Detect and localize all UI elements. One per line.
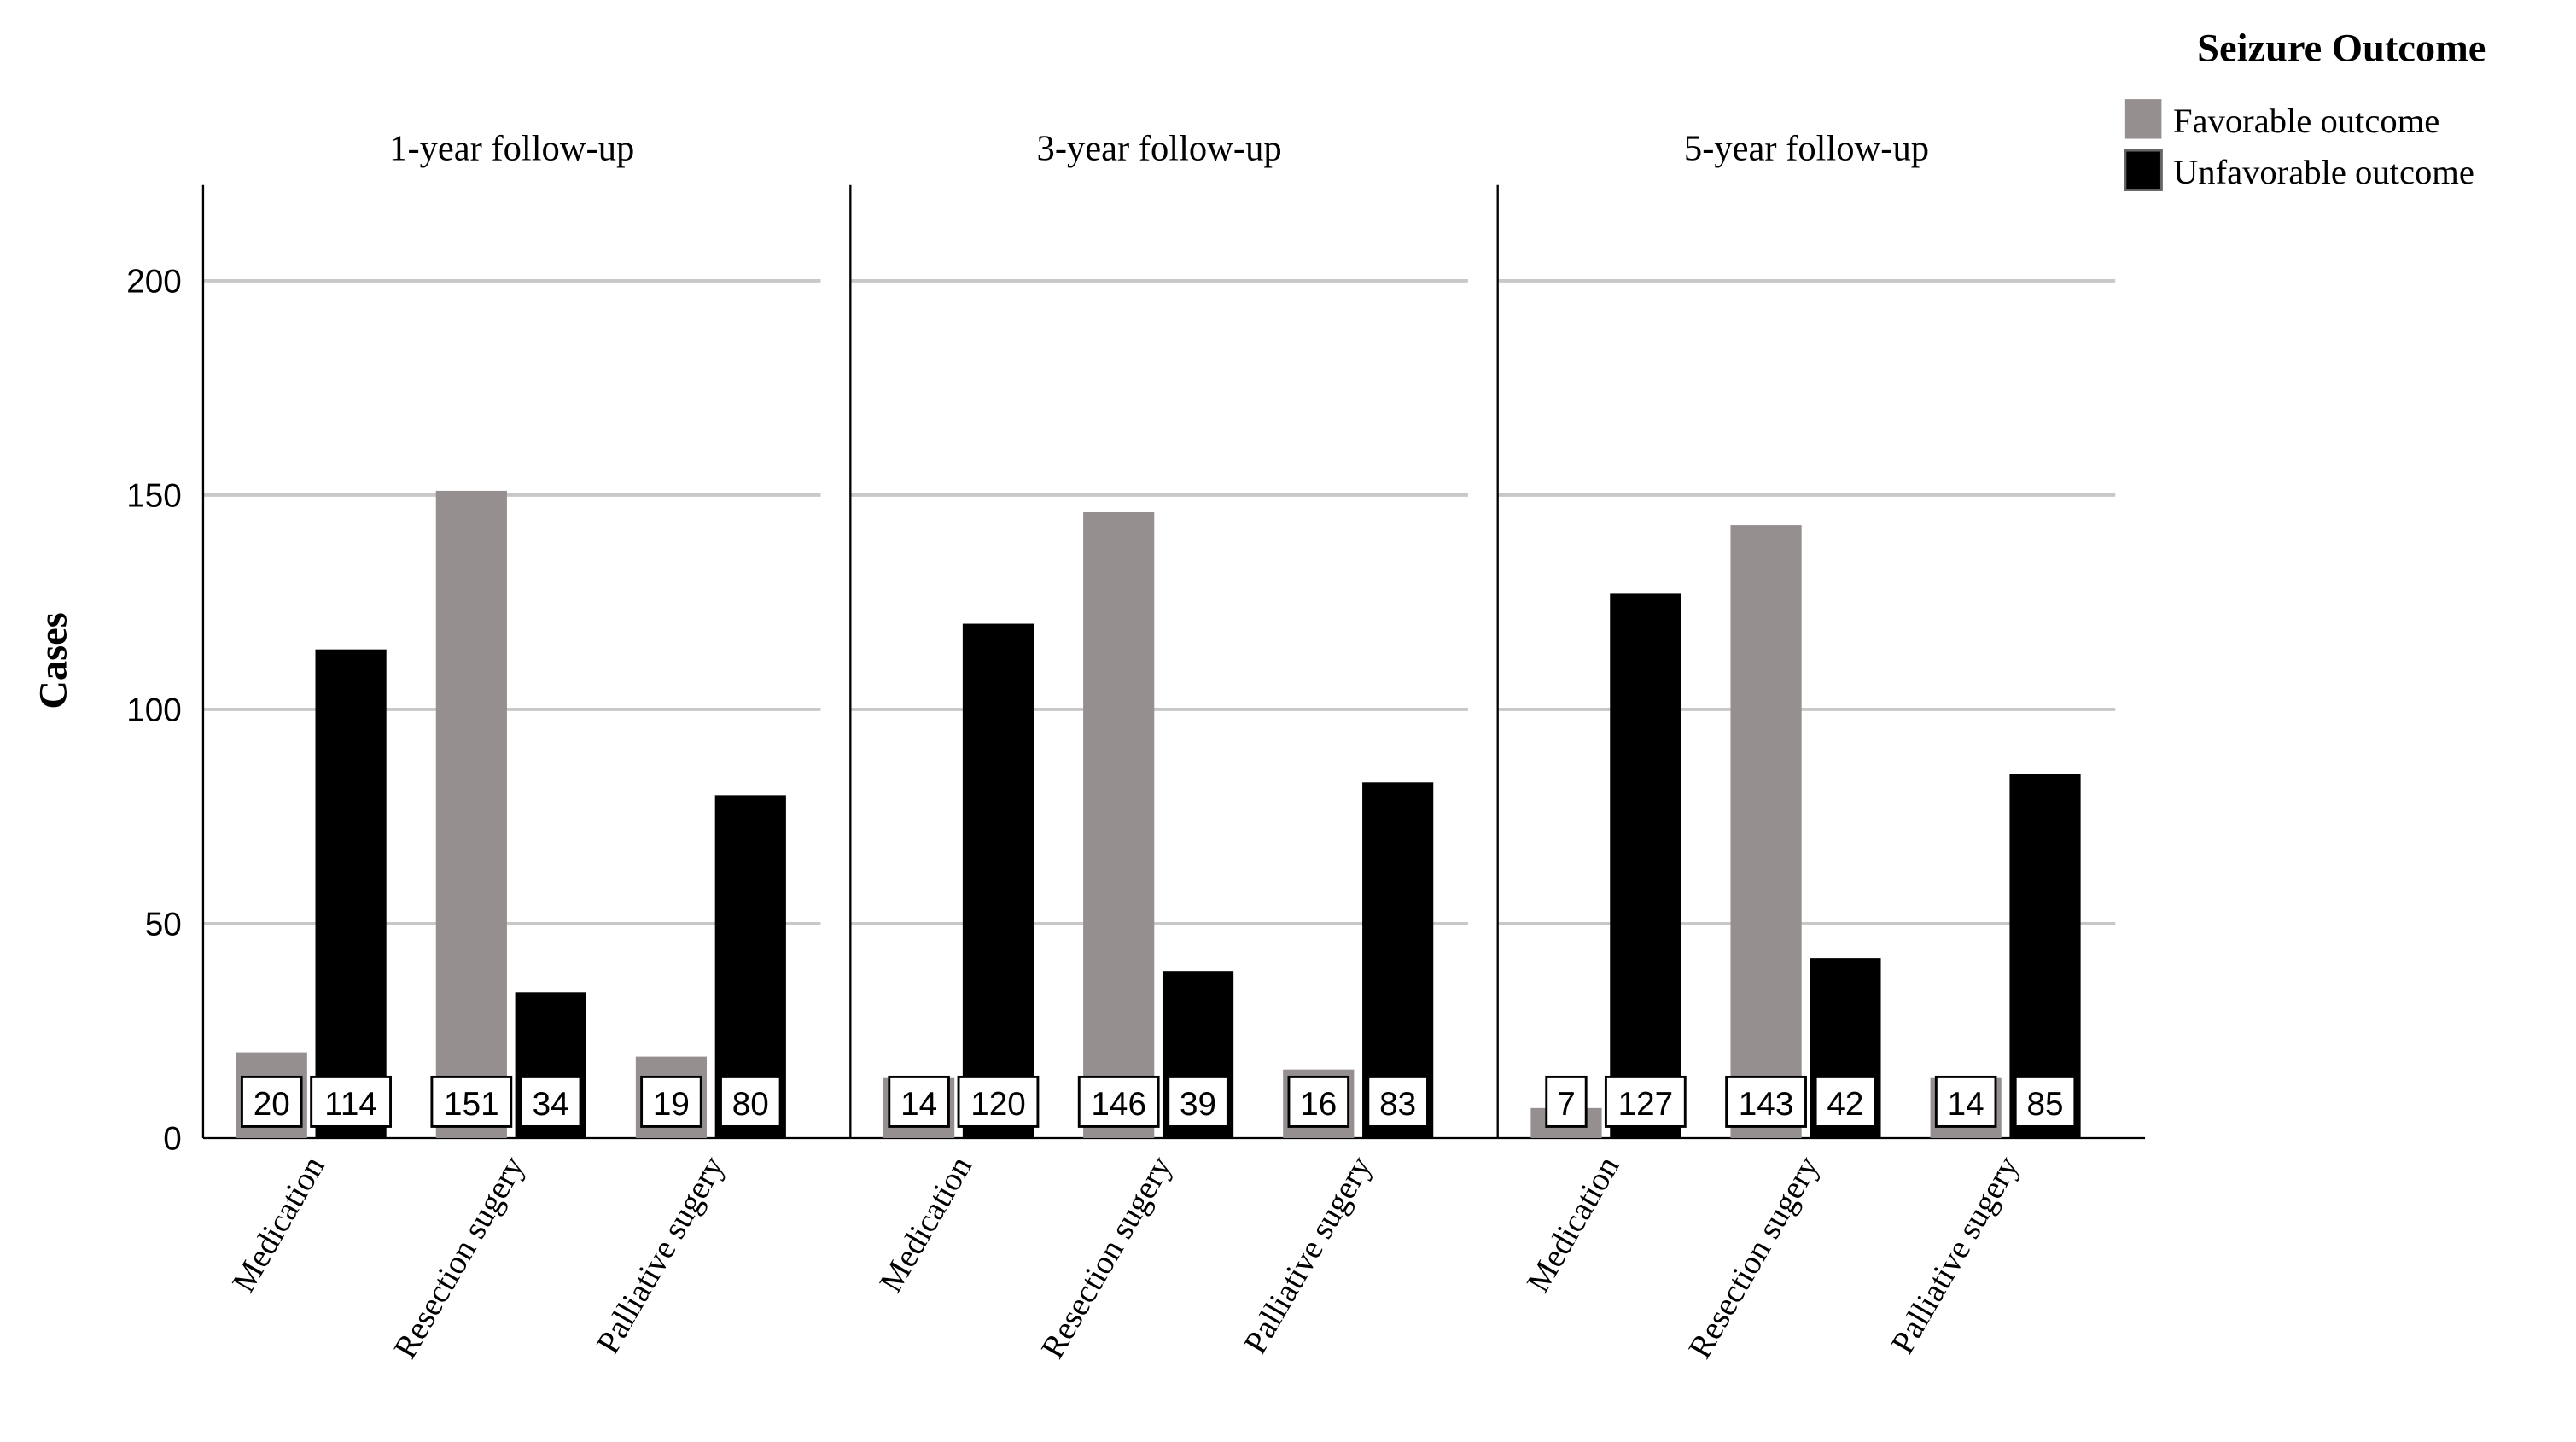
unfavorable-bar [962,623,1034,1138]
data-label-box [1367,1075,1429,1128]
data-label-box [957,1075,1040,1128]
x-tick-label: Medication [225,1150,331,1299]
x-tick-label: Resection sugery [1034,1150,1179,1364]
data-label: 143 [1739,1086,1794,1123]
x-tick-label: Resection sugery [388,1150,532,1364]
data-label: 114 [324,1086,377,1123]
x-tick-label: Palliative sugery [1885,1150,2026,1360]
data-label: 14 [1948,1086,1984,1123]
y-tick-label: 200 [126,263,182,300]
data-label: 83 [1379,1086,1416,1123]
legend-label-favorable: Favorable outcome [2173,102,2439,140]
data-label: 7 [1557,1086,1576,1123]
panel-title: 1-year follow-up [389,129,634,169]
panel-2: 3-year follow-up 14 120 Medication 146 39Rese… [849,129,1498,1364]
y-tick-label: 0 [163,1121,182,1158]
data-label-box [720,1075,782,1128]
data-label: 127 [1618,1086,1674,1123]
panel-title: 5-year follow-up [1684,129,1929,169]
data-label-box [310,1075,392,1128]
favorable-bar [1730,525,1802,1138]
legend-label-unfavorable: Unfavorable outcome [2173,153,2474,191]
data-label-box [1545,1075,1588,1128]
data-label: 16 [1300,1086,1337,1123]
unfavorable-bar [315,649,387,1138]
data-label-box [519,1075,582,1128]
y-tick-label: 150 [126,477,182,514]
panel-title: 3-year follow-up [1037,129,1282,169]
legend-swatch-favorable [2124,99,2162,139]
data-label: 120 [970,1086,1026,1123]
x-tick-label: Palliative sugery [1238,1150,1379,1360]
panel-1: 1-year follow-up 20 114 Medication 151 34Rese… [201,129,851,1364]
x-tick-label: Resection sugery [1682,1150,1827,1364]
data-label: 14 [900,1086,937,1123]
legend: Seizure Outcome Favorable outcome Unfavo… [2124,27,2486,191]
data-label-box [888,1075,950,1128]
y-tick-label: 50 [145,907,182,943]
x-tick-label: Medication [1520,1150,1626,1299]
data-label: 80 [732,1086,769,1123]
data-label: 19 [653,1086,690,1123]
unfavorable-bar [1610,593,1681,1138]
data-label-box [240,1075,303,1128]
data-label: 151 [444,1086,499,1123]
data-label-box [1604,1075,1687,1128]
y-tick-label: 100 [126,692,182,729]
favorable-bar [435,490,507,1138]
data-label-box [1934,1075,1997,1128]
x-tick-label: Medication [873,1150,979,1299]
legend-swatch-unfavorable [2124,149,2163,191]
y-axis-label: Cases [32,612,75,709]
data-label-box [2014,1075,2077,1128]
data-label: 20 [254,1086,290,1123]
data-label-box [430,1075,513,1128]
x-tick-label: Palliative sugery [590,1150,731,1360]
data-label-box [1725,1075,1807,1128]
favorable-bar [1083,512,1155,1138]
data-label: 42 [1827,1086,1863,1123]
data-label: 85 [2026,1086,2063,1123]
data-label-box [1167,1075,1229,1128]
data-label-box [1077,1075,1160,1128]
legend-title: Seizure Outcome [2197,27,2486,71]
data-label: 146 [1091,1086,1146,1123]
data-label: 34 [533,1086,569,1123]
panel-3: 5-year follow-up 7 127 Medication 143 42Resec… [1496,129,2146,1364]
data-label-box [1287,1075,1350,1128]
data-label: 39 [1180,1086,1216,1123]
data-label-box [1814,1075,1877,1128]
data-label-box [640,1075,702,1128]
